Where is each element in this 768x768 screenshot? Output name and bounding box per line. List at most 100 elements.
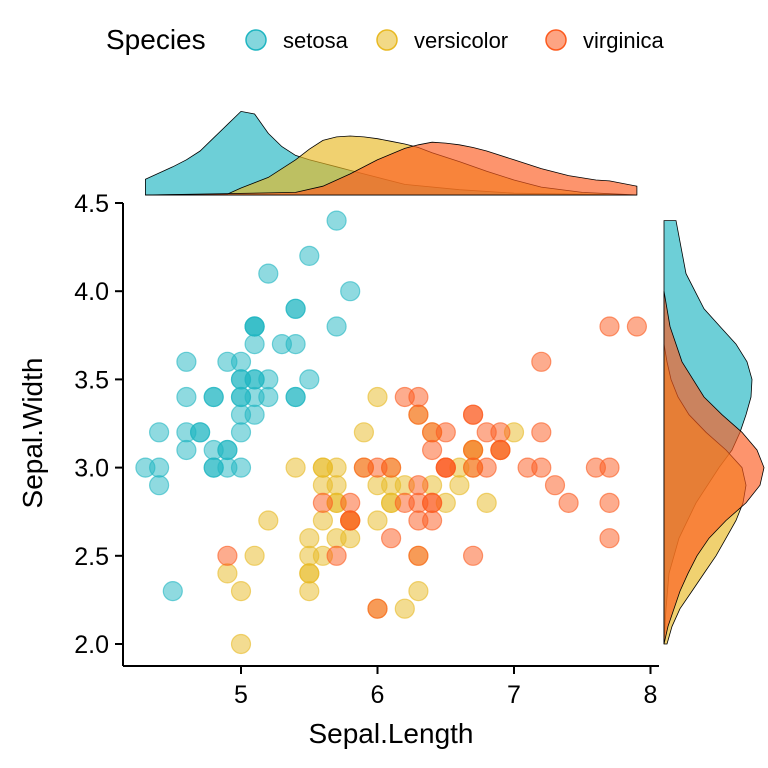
point-setosa [285, 386, 306, 408]
point-virginica [599, 316, 620, 337]
point-versicolor [299, 580, 320, 602]
point-virginica [326, 545, 347, 566]
point-virginica [531, 422, 552, 443]
point-setosa [162, 580, 183, 602]
point-virginica [463, 404, 484, 425]
point-virginica [367, 598, 388, 619]
x-tick-label: 5 [234, 681, 248, 709]
point-virginica [476, 422, 497, 443]
point-virginica [422, 422, 443, 443]
y-tick-label: 3.0 [74, 455, 109, 483]
point-virginica [353, 457, 374, 478]
top-density-virginica [145, 141, 638, 196]
point-virginica [463, 439, 484, 461]
y-tick-label: 2.5 [74, 543, 109, 571]
point-versicolor [258, 510, 279, 531]
point-virginica [408, 510, 429, 531]
point-virginica [599, 457, 620, 478]
point-virginica [490, 439, 511, 461]
point-setosa [326, 316, 347, 337]
point-virginica [408, 492, 429, 513]
point-versicolor [353, 422, 374, 443]
point-versicolor [367, 510, 388, 531]
point-setosa [258, 263, 279, 284]
point-versicolor [285, 457, 306, 478]
point-versicolor [340, 528, 361, 549]
point-versicolor [299, 563, 320, 584]
point-virginica [312, 492, 333, 513]
point-virginica [381, 528, 402, 549]
point-virginica [340, 510, 361, 531]
point-versicolor [299, 545, 320, 566]
y-tick-label: 4.0 [74, 278, 109, 306]
top-marginal-density [145, 110, 638, 196]
point-setosa [326, 210, 347, 231]
point-setosa [203, 457, 224, 478]
point-setosa [244, 386, 265, 408]
point-virginica [394, 386, 415, 408]
point-versicolor [476, 492, 497, 513]
point-setosa [203, 386, 224, 408]
point-virginica [422, 439, 443, 461]
x-tick-label: 6 [371, 681, 385, 709]
point-versicolor [230, 633, 252, 655]
point-setosa [176, 386, 197, 408]
point-virginica [558, 492, 579, 513]
point-setosa [217, 351, 238, 372]
point-virginica [408, 475, 429, 496]
legend-label-versicolor: versicolor [414, 28, 508, 53]
legend-label-virginica: virginica [583, 28, 664, 53]
point-virginica [408, 404, 429, 425]
y-tick-label: 4.5 [74, 190, 109, 218]
point-virginica [544, 475, 566, 496]
point-virginica [340, 492, 361, 513]
point-versicolor [408, 580, 429, 602]
y-tick-label: 2.0 [74, 631, 109, 659]
point-virginica [217, 545, 238, 566]
point-setosa [244, 316, 265, 337]
point-versicolor [449, 475, 470, 496]
point-versicolor [326, 475, 347, 496]
x-tick-label: 8 [644, 681, 658, 709]
x-axis-title: Sepal.Length [308, 718, 473, 749]
point-versicolor [217, 563, 238, 584]
point-setosa [285, 298, 306, 319]
point-virginica [408, 545, 429, 566]
point-virginica [463, 457, 484, 478]
point-virginica [531, 351, 552, 372]
point-virginica [463, 545, 484, 566]
point-setosa [217, 439, 238, 461]
legend: Species setosa versicolor virginica [106, 24, 664, 55]
legend-key-virginica [545, 29, 567, 51]
point-virginica [626, 316, 648, 337]
y-tick-label: 3.5 [74, 366, 109, 394]
point-virginica [599, 492, 620, 513]
point-setosa [176, 351, 197, 372]
point-versicolor [326, 457, 347, 478]
y-axis-ticks: 2.0 2.5 3.0 3.5 4.0 4.5 [74, 190, 123, 659]
right-marginal-density [663, 220, 765, 645]
point-virginica [531, 457, 552, 478]
right-density-virginica [663, 291, 765, 645]
point-versicolor [299, 528, 320, 549]
point-virginica [599, 528, 620, 549]
point-setosa [299, 369, 320, 390]
point-versicolor [230, 580, 252, 602]
point-setosa [271, 334, 292, 355]
point-setosa [244, 334, 265, 355]
legend-label-setosa: setosa [283, 28, 349, 53]
point-setosa [299, 245, 320, 266]
point-setosa [230, 369, 252, 390]
x-tick-label: 7 [507, 681, 521, 709]
point-setosa [258, 369, 279, 390]
point-versicolor [394, 598, 415, 619]
point-setosa [149, 422, 170, 443]
point-setosa [230, 404, 252, 425]
point-setosa [176, 439, 197, 461]
point-setosa [149, 475, 170, 496]
legend-title: Species [106, 24, 206, 55]
scatter-points [135, 210, 648, 655]
point-setosa [149, 457, 170, 478]
point-setosa [230, 422, 252, 443]
point-virginica [435, 457, 456, 478]
